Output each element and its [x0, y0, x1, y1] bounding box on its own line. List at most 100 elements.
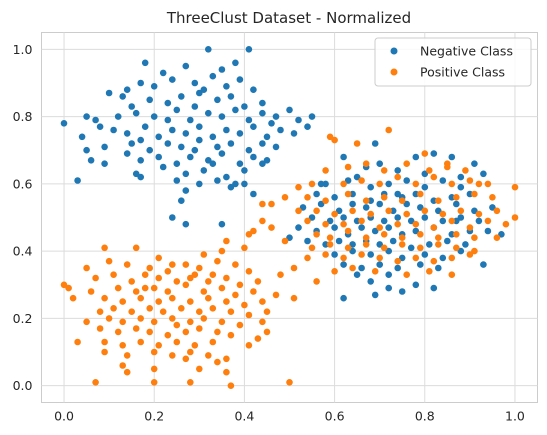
negative-class-point: [457, 173, 465, 181]
positive-class-point: [105, 257, 113, 265]
negative-class-point: [250, 190, 257, 198]
legend-label-negative: Negative Class: [420, 44, 513, 59]
positive-class-point: [466, 177, 474, 184]
legend-marker-negative: [390, 47, 398, 55]
negative-class-point: [169, 126, 176, 134]
x-tick-label: 0.2: [144, 409, 164, 424]
positive-class-point: [358, 177, 365, 184]
positive-class-point: [313, 231, 320, 238]
negative-class-point: [277, 126, 284, 134]
negative-class-point: [141, 123, 149, 130]
positive-class-point: [119, 342, 126, 349]
negative-class-point: [340, 214, 347, 221]
negative-class-point: [218, 66, 226, 73]
positive-class-point: [380, 167, 388, 174]
negative-class-point: [412, 281, 420, 289]
positive-class-point: [394, 173, 402, 181]
positive-class-point: [412, 220, 420, 228]
negative-class-point: [182, 187, 190, 194]
positive-class-point: [304, 194, 311, 201]
negative-class-point: [178, 143, 185, 151]
negative-class-point: [407, 217, 415, 225]
positive-class-point: [376, 180, 384, 188]
negative-class-point: [164, 140, 172, 147]
positive-class-point: [214, 328, 221, 336]
positive-class-point: [313, 207, 320, 215]
positive-class-point: [232, 261, 239, 268]
negative-class-point: [236, 130, 244, 137]
positive-class-point: [110, 305, 117, 312]
x-axis-ticks: 0.0 0.2 0.4 0.6 0.8 1.0: [54, 409, 525, 424]
negative-class-point: [223, 173, 230, 181]
negative-class-point: [457, 183, 465, 191]
positive-class-point: [123, 352, 131, 359]
positive-class-point: [96, 325, 104, 332]
positive-class-point: [286, 379, 293, 386]
positive-class-point: [83, 264, 90, 272]
negative-class-point: [439, 217, 447, 225]
negative-class-point: [349, 241, 356, 248]
positive-class-point: [435, 234, 442, 241]
negative-class-point: [159, 163, 167, 171]
negative-class-point: [218, 150, 226, 157]
positive-class-point: [268, 224, 275, 231]
positive-class-point: [362, 160, 370, 167]
positive-class-point: [281, 194, 289, 201]
positive-class-point: [263, 328, 271, 336]
y-tick-label: 0.6: [13, 176, 33, 191]
negative-class-point: [205, 157, 212, 164]
positive-class-point: [484, 180, 492, 188]
positive-class-point: [209, 305, 217, 312]
positive-class-point: [367, 210, 375, 218]
positive-class-point: [65, 284, 72, 292]
negative-class-point: [236, 76, 244, 83]
positive-class-point: [448, 180, 456, 188]
positive-class-point: [489, 194, 496, 201]
positive-class-point: [245, 342, 253, 349]
positive-class-point: [150, 348, 158, 356]
negative-class-point: [444, 237, 451, 245]
positive-class-point: [119, 362, 126, 369]
negative-class-point: [169, 76, 176, 83]
positive-class-point: [74, 338, 81, 346]
positive-class-point: [178, 305, 185, 312]
positive-class-point: [164, 268, 172, 275]
negative-class-point: [430, 284, 438, 292]
legend-marker-positive: [390, 68, 398, 76]
negative-class-point: [196, 123, 203, 130]
negative-class-point: [376, 241, 384, 248]
positive-class-point: [214, 358, 221, 366]
negative-class-point: [290, 130, 298, 137]
positive-class-point: [182, 261, 190, 268]
positive-class-point: [430, 257, 438, 265]
negative-class-point: [430, 150, 438, 157]
positive-class-point: [290, 264, 298, 272]
negative-class-point: [182, 62, 190, 70]
positive-class-point: [417, 231, 424, 238]
positive-class-point: [223, 298, 230, 305]
positive-class-point: [453, 194, 460, 201]
positive-class-point: [187, 379, 194, 386]
negative-class-point: [232, 106, 239, 114]
negative-class-point: [358, 224, 365, 231]
positive-class-point: [218, 284, 226, 292]
positive-class-point: [326, 234, 334, 241]
positive-class-point: [331, 268, 338, 275]
negative-class-point: [110, 126, 117, 134]
positive-class-point: [137, 315, 144, 322]
negative-class-point: [182, 130, 190, 137]
positive-class-point: [259, 200, 266, 208]
positive-class-point: [462, 167, 469, 174]
positive-class-point: [403, 210, 411, 218]
negative-class-point: [137, 79, 144, 87]
positive-class-point: [439, 210, 447, 218]
positive-class-point: [426, 268, 433, 275]
negative-class-point: [146, 96, 153, 104]
positive-class-point: [60, 281, 68, 289]
positive-class-point: [200, 251, 208, 258]
positive-class-point: [362, 234, 370, 241]
x-tick-label: 0.4: [234, 409, 254, 424]
negative-class-point: [87, 157, 95, 164]
negative-class-point: [385, 224, 393, 231]
